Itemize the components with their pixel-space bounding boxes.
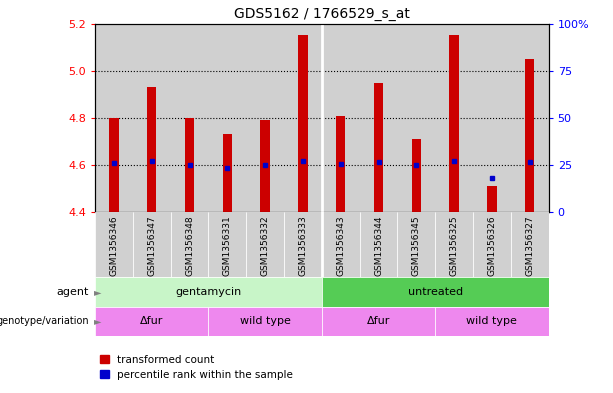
Bar [336, 116, 346, 212]
Text: GSM1356343: GSM1356343 [336, 215, 345, 276]
Bar [208, 24, 246, 212]
Text: GSM1356327: GSM1356327 [525, 215, 535, 276]
Bar [170, 24, 208, 212]
Text: untreated: untreated [408, 287, 463, 297]
Bar [185, 118, 194, 212]
Bar [261, 120, 270, 212]
Text: GSM1356325: GSM1356325 [449, 215, 459, 276]
Bar [473, 24, 511, 212]
Bar [170, 212, 208, 277]
Text: GSM1356345: GSM1356345 [412, 215, 421, 276]
Text: GSM1356331: GSM1356331 [223, 215, 232, 276]
Text: Δfur: Δfur [140, 316, 164, 326]
Bar [95, 212, 133, 277]
Text: GSM1356346: GSM1356346 [109, 215, 118, 276]
Bar [284, 212, 322, 277]
Text: ►: ► [94, 316, 101, 326]
Text: GSM1356333: GSM1356333 [299, 215, 308, 276]
Bar [487, 186, 497, 212]
Text: GSM1356326: GSM1356326 [487, 215, 497, 276]
Bar [322, 24, 360, 212]
Bar [411, 139, 421, 212]
Bar [284, 24, 322, 212]
Bar [374, 83, 383, 212]
Text: wild type: wild type [240, 316, 291, 326]
Bar [322, 212, 360, 277]
Bar [435, 212, 473, 277]
Bar [435, 24, 473, 212]
Bar [133, 212, 170, 277]
Bar [397, 212, 435, 277]
Bar [322, 277, 549, 307]
Bar [133, 24, 170, 212]
Bar [360, 24, 397, 212]
Bar [449, 35, 459, 212]
Bar [208, 307, 322, 336]
Bar [246, 24, 284, 212]
Bar [95, 277, 322, 307]
Bar [298, 35, 308, 212]
Bar [397, 24, 435, 212]
Bar [147, 87, 156, 212]
Text: GSM1356344: GSM1356344 [374, 215, 383, 276]
Text: genotype/variation: genotype/variation [0, 316, 89, 326]
Bar [95, 307, 208, 336]
Legend: transformed count, percentile rank within the sample: transformed count, percentile rank withi… [100, 355, 293, 380]
Bar [246, 212, 284, 277]
Text: GSM1356347: GSM1356347 [147, 215, 156, 276]
Bar [109, 118, 119, 212]
Bar [322, 307, 435, 336]
Bar [435, 307, 549, 336]
Text: GSM1356348: GSM1356348 [185, 215, 194, 276]
Text: agent: agent [56, 287, 89, 297]
Text: ►: ► [94, 287, 101, 297]
Bar [473, 212, 511, 277]
Bar [223, 134, 232, 212]
Bar [360, 212, 397, 277]
Bar [511, 24, 549, 212]
Text: gentamycin: gentamycin [175, 287, 242, 297]
Title: GDS5162 / 1766529_s_at: GDS5162 / 1766529_s_at [234, 7, 409, 21]
Bar [208, 212, 246, 277]
Bar [525, 59, 535, 212]
Text: Δfur: Δfur [367, 316, 390, 326]
Text: GSM1356332: GSM1356332 [261, 215, 270, 276]
Bar [511, 212, 549, 277]
Bar [95, 24, 133, 212]
Text: wild type: wild type [466, 316, 517, 326]
